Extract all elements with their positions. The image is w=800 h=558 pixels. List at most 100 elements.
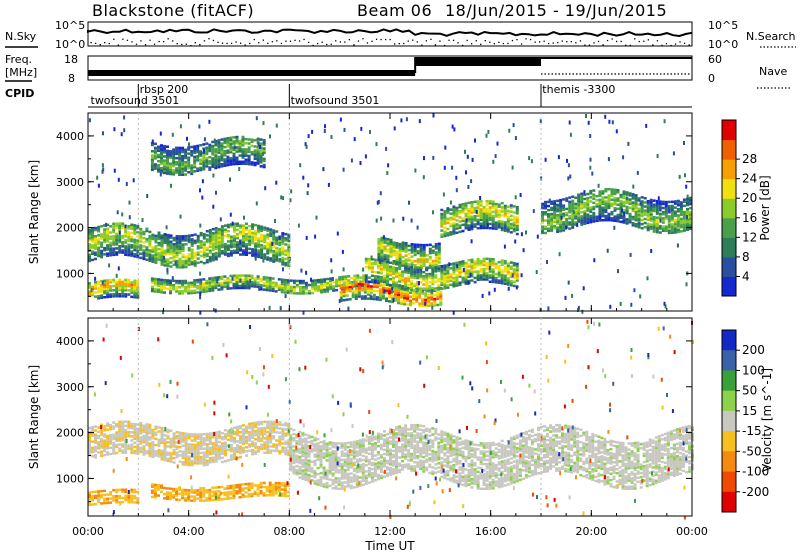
power-cell <box>102 131 104 135</box>
power-cell <box>650 199 653 202</box>
power-cell <box>223 158 226 161</box>
power-cell <box>212 253 215 256</box>
power-cell <box>220 282 223 285</box>
nave-tick-top: 60 <box>708 53 722 66</box>
power-cell <box>118 222 121 225</box>
power-cell <box>512 273 514 277</box>
nsearch-point <box>213 40 214 41</box>
power-cell <box>662 217 665 220</box>
power-cell <box>227 224 230 227</box>
nsearch-point <box>435 44 436 45</box>
power-cell <box>565 226 567 230</box>
y-tick-label: 2000 <box>56 222 84 235</box>
power-cell <box>414 243 417 246</box>
power-cell <box>549 199 551 203</box>
power-cell <box>435 251 438 254</box>
power-cell <box>239 285 242 288</box>
power-cell <box>260 142 263 145</box>
velocity-cell <box>154 450 157 453</box>
velocity-cell <box>148 442 151 445</box>
power-cell <box>275 247 278 250</box>
power-ylabel: Slant Range [km] <box>27 160 41 264</box>
power-cell <box>239 161 242 164</box>
power-cell <box>221 225 224 228</box>
power-cell <box>181 290 184 293</box>
power-cell <box>537 235 539 239</box>
power-cell <box>230 213 232 217</box>
power-cell <box>604 200 607 203</box>
nsearch-point <box>217 42 218 43</box>
power-cell <box>476 210 478 214</box>
nsearch-point <box>408 41 409 42</box>
power-cell <box>274 219 276 223</box>
power-cell <box>317 285 320 288</box>
freq-label-line1: Freq. <box>5 53 32 66</box>
power-cell <box>683 211 686 214</box>
power-cell <box>212 232 215 235</box>
power-cell <box>387 163 389 167</box>
power-cell <box>583 286 585 290</box>
power-cell <box>272 229 275 232</box>
power-cell <box>254 145 257 148</box>
power-cell <box>175 161 178 164</box>
nsearch-point <box>412 40 413 41</box>
power-cell <box>492 211 495 214</box>
power-cell <box>392 266 395 269</box>
power-cell <box>474 277 477 280</box>
power-cell <box>290 279 293 282</box>
nsearch-point <box>313 45 314 46</box>
power-cell <box>160 279 163 282</box>
power-cell <box>423 156 425 160</box>
power-cell <box>175 167 178 170</box>
power-cell <box>314 235 316 239</box>
power-cell <box>674 219 677 222</box>
power-cell <box>417 244 420 247</box>
power-cell <box>236 241 239 244</box>
velocity-cell <box>254 430 257 433</box>
power-cell <box>385 298 388 301</box>
power-cell <box>379 288 382 291</box>
nsearch-point <box>539 41 540 42</box>
power-cell <box>650 223 653 226</box>
power-cell <box>343 267 345 271</box>
power-cell <box>269 257 272 260</box>
power-cell <box>199 167 202 170</box>
power-cell <box>199 272 201 276</box>
power-cell <box>91 250 94 253</box>
nsearch-point <box>457 42 458 43</box>
nsearch-point <box>444 45 445 46</box>
power-cell <box>486 272 489 275</box>
power-cell <box>167 259 170 262</box>
power-cell <box>423 175 425 179</box>
power-cell <box>323 289 326 292</box>
power-cell <box>158 232 161 235</box>
power-cell <box>521 273 523 277</box>
nsearch-label: N.Search <box>746 30 796 43</box>
nsearch-point <box>226 43 227 44</box>
nsearch-point <box>584 45 585 46</box>
velocity-cell <box>167 435 170 438</box>
velocity-cell <box>91 447 94 450</box>
nsearch-point <box>607 40 608 41</box>
power-cell <box>370 295 372 299</box>
nsearch-point <box>236 41 237 42</box>
power-cell <box>154 288 157 291</box>
y-tick-label: 1000 <box>56 267 84 280</box>
power-cell <box>180 215 182 219</box>
power-cell <box>245 148 248 151</box>
power-cell <box>249 279 251 283</box>
power-cell <box>185 256 188 259</box>
nsearch-point <box>159 41 160 42</box>
power-cell <box>427 294 430 297</box>
power-cell <box>197 257 200 260</box>
velocity-cell <box>239 456 242 459</box>
power-cell <box>525 230 527 234</box>
power-cell <box>401 270 404 273</box>
power-cell <box>232 222 234 226</box>
power-cell <box>127 225 130 228</box>
power-cell <box>632 216 635 219</box>
power-cell <box>248 155 251 158</box>
nsearch-point <box>181 44 182 45</box>
power-cell <box>376 296 379 299</box>
